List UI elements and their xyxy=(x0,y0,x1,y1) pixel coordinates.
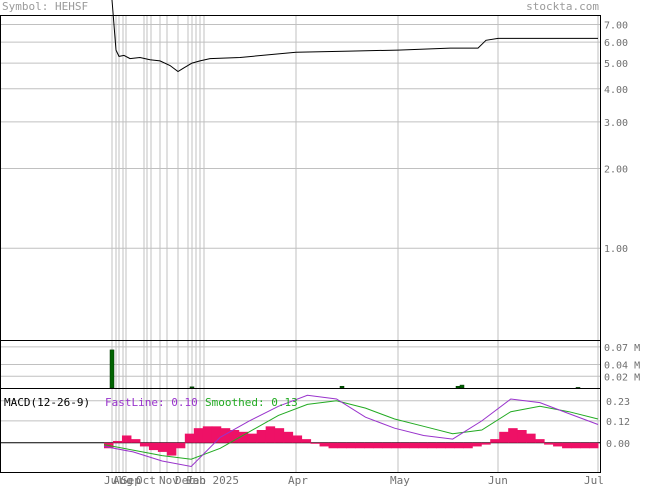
macd-histogram-bar xyxy=(193,428,204,443)
volume-bar xyxy=(455,385,461,389)
x-tick-label: Oct xyxy=(136,474,156,486)
price-tick-label: 4.00 xyxy=(604,85,628,96)
price-tick-label: 1.00 xyxy=(604,244,628,255)
volume-tick-label: 0.02 M xyxy=(604,372,640,383)
site-name: stockta.com xyxy=(526,0,599,13)
price-tick-label: 6.00 xyxy=(604,38,628,49)
macd-histogram-bar xyxy=(139,442,150,447)
x-tick-label: Jul xyxy=(104,474,124,486)
macd-histogram-bar xyxy=(337,442,348,449)
x-tick-label: Apr xyxy=(288,474,308,486)
macd-histogram-bar xyxy=(283,431,294,443)
macd-histogram-bar xyxy=(265,426,276,443)
macd-histogram-bar xyxy=(274,428,285,443)
x-tick-label: Aug xyxy=(113,474,133,486)
macd-histogram-bar xyxy=(481,442,491,445)
macd-histogram-bar xyxy=(238,431,249,443)
macd-histogram-bar xyxy=(301,439,312,443)
macd-title: MACD(12-26-9) xyxy=(4,396,90,409)
macd-histogram-bar xyxy=(211,426,222,443)
macd-histogram-bar xyxy=(580,442,590,449)
macd-histogram-bar xyxy=(427,442,437,449)
macd-histogram-bar xyxy=(562,442,572,449)
macd-histogram-bar xyxy=(121,435,132,443)
x-tick-label: Dec xyxy=(175,474,195,486)
price-line xyxy=(111,0,598,73)
macd-histogram-bar xyxy=(157,442,168,452)
x-tick-label: May xyxy=(390,474,410,486)
macd-histogram-bar xyxy=(526,433,536,443)
macd-histogram-bar xyxy=(436,442,446,449)
symbol-label: Symbol: HEHSF xyxy=(2,0,89,13)
volume-bar xyxy=(575,387,581,389)
macd-histogram-bar xyxy=(391,442,401,449)
volume-bar xyxy=(189,386,195,389)
macd-histogram-bar xyxy=(445,442,455,449)
macd-histogram-bar xyxy=(220,428,231,443)
x-tick-label: Nov xyxy=(159,474,179,486)
macd-histogram-bar xyxy=(382,442,392,449)
macd-histogram-bar xyxy=(319,442,330,447)
macd-histogram-bar xyxy=(175,442,186,449)
macd-tick-label: 0.23 xyxy=(606,397,630,408)
x-tick-label: Jul xyxy=(584,474,604,486)
macd-histogram-bar xyxy=(166,442,177,456)
price-tick-label: 5.00 xyxy=(604,59,628,70)
macd-histogram-bar xyxy=(364,442,374,449)
macd-histogram-bar xyxy=(229,430,240,443)
volume-tick-label: 0.07 M xyxy=(604,343,640,354)
volume-bar xyxy=(339,385,345,389)
macd-smoothed-line xyxy=(103,400,599,460)
macd-tick-label: 0.00 xyxy=(606,439,630,450)
volume-bar xyxy=(459,384,465,389)
volume-bar xyxy=(109,349,115,389)
macd-histogram-bar xyxy=(544,442,554,445)
macd-histogram-bar xyxy=(472,442,482,447)
macd-histogram-bar xyxy=(292,435,303,443)
macd-histogram-bar xyxy=(409,442,419,449)
macd-histogram-bar xyxy=(202,426,213,443)
macd-histogram-bar xyxy=(148,442,159,451)
macd-histogram-bar xyxy=(328,442,339,449)
price-panel-border xyxy=(0,15,601,341)
x-tick-label: Jan xyxy=(186,474,206,486)
macd-histogram-bar xyxy=(508,428,518,443)
price-tick-label: 2.00 xyxy=(604,164,628,175)
volume-tick-label: 0.04 M xyxy=(604,361,640,372)
macd-histogram-bar xyxy=(490,439,500,443)
macd-histogram-bar xyxy=(112,440,123,443)
x-tick-label: Jun xyxy=(488,474,508,486)
price-tick-label: 3.00 xyxy=(604,118,628,129)
macd-histogram-bar xyxy=(454,442,464,449)
macd-histogram-bar xyxy=(256,430,267,443)
macd-histogram-bar xyxy=(571,442,581,449)
macd-fast-label: FastLine: 0.10 xyxy=(105,396,198,409)
macd-histogram-bar xyxy=(463,442,473,449)
macd-histogram-bar xyxy=(589,442,599,449)
macd-histogram-bar xyxy=(535,439,545,443)
macd-histogram-bar xyxy=(130,439,141,443)
macd-smoothed-label: Smoothed: 0.13 xyxy=(205,396,298,409)
macd-histogram-bar xyxy=(418,442,428,449)
macd-histogram-bar xyxy=(400,442,410,449)
macd-histogram-bar xyxy=(247,433,258,443)
x-tick-label: Sep xyxy=(121,474,141,486)
macd-histogram-bar xyxy=(346,442,356,449)
macd-histogram-bar xyxy=(373,442,383,449)
macd-histogram-bar xyxy=(355,442,365,449)
macd-tick-label: 0.12 xyxy=(606,417,630,428)
macd-histogram-bar xyxy=(553,442,563,447)
macd-fast-line xyxy=(103,394,599,468)
price-tick-label: 7.00 xyxy=(604,20,628,31)
macd-histogram-bar xyxy=(310,442,321,444)
macd-panel-border xyxy=(0,388,601,473)
macd-histogram-bar xyxy=(517,430,527,443)
x-tick-label: Feb 2025 xyxy=(186,474,239,486)
macd-histogram-bar xyxy=(499,431,509,443)
macd-histogram-bar xyxy=(184,433,195,443)
